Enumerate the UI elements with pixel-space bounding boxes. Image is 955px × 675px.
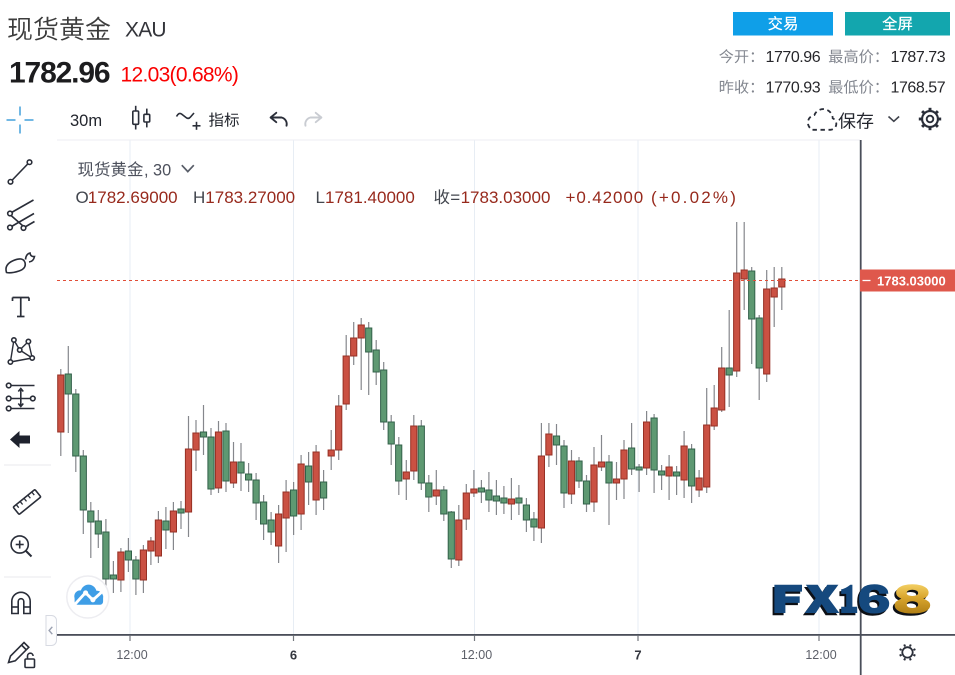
svg-text:1783.03000: 1783.03000 — [461, 188, 551, 207]
svg-text:12:00: 12:00 — [805, 648, 836, 662]
svg-text:1783.27000: 1783.27000 — [205, 188, 295, 207]
svg-text:(+0.02%): (+0.02%) — [651, 188, 738, 207]
svg-text:, 30: , 30 — [144, 161, 171, 179]
svg-text:1782.96: 1782.96 — [9, 57, 110, 90]
svg-text:12:00: 12:00 — [461, 648, 492, 662]
svg-text:7: 7 — [634, 648, 641, 663]
svg-text:6: 6 — [290, 648, 297, 663]
svg-text:12.03(0.68%): 12.03(0.68%) — [121, 64, 239, 87]
svg-text:12:00: 12:00 — [116, 648, 147, 662]
svg-text:+0.42000: +0.42000 — [566, 188, 645, 207]
svg-text:H: H — [193, 188, 205, 207]
svg-text:L: L — [316, 188, 325, 207]
svg-text:1787.73: 1787.73 — [891, 49, 946, 66]
svg-text:=: = — [450, 188, 460, 207]
svg-text:1781.40000: 1781.40000 — [325, 188, 415, 207]
svg-text:1782.69000: 1782.69000 — [88, 188, 178, 207]
svg-text:O: O — [76, 188, 89, 207]
svg-text:1783.03000: 1783.03000 — [877, 273, 946, 288]
svg-text:30m: 30m — [70, 112, 102, 130]
svg-text:XAU: XAU — [125, 18, 166, 41]
svg-text:1768.57: 1768.57 — [891, 80, 946, 97]
svg-text:1770.96: 1770.96 — [766, 49, 821, 66]
svg-text:1770.93: 1770.93 — [766, 80, 821, 97]
